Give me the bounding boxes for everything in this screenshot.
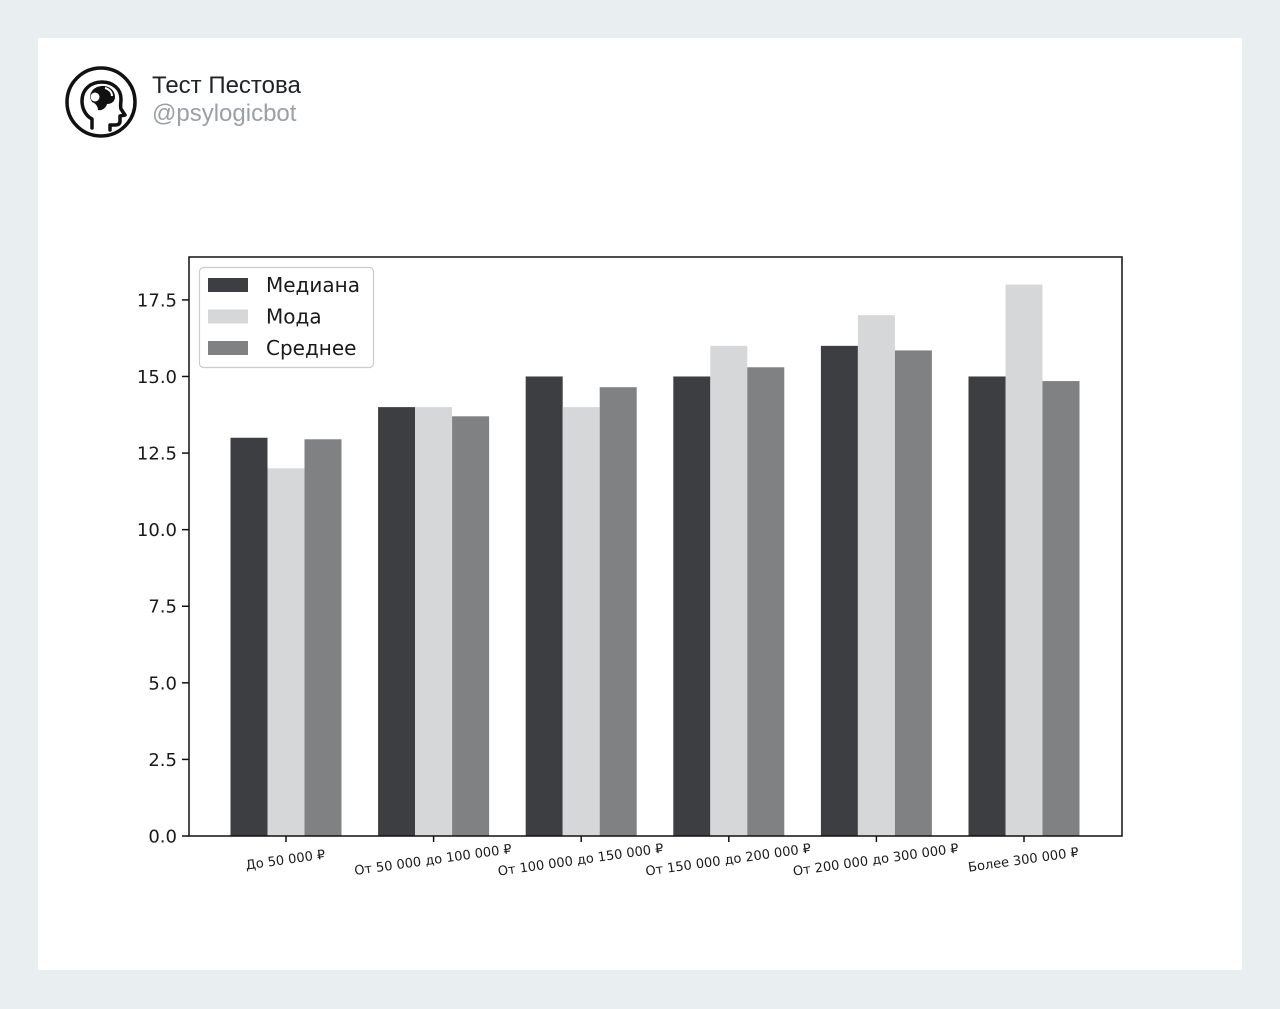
x-tick-label: Более 300 000 ₽ — [967, 845, 1079, 875]
bar-1-6 — [968, 376, 1006, 836]
legend-label: Среднее — [266, 336, 356, 360]
bar-2-3 — [562, 407, 600, 836]
bar-3-3 — [599, 387, 637, 836]
bar-1-2 — [378, 407, 416, 836]
x-tick-label: До 50 000 ₽ — [245, 848, 326, 874]
y-tick-label: 5.0 — [148, 673, 177, 694]
bars-layer — [230, 284, 1080, 837]
legend-label: Мода — [266, 305, 322, 329]
y-axis: 0.0 2.5 5.0 7.5 10.0 12.5 15.0 17.5 — [137, 290, 189, 848]
x-tick-label: От 100 000 до 150 000 ₽ — [497, 841, 665, 879]
legend-swatch — [208, 309, 248, 324]
x-tick-label: От 200 000 до 300 000 ₽ — [792, 841, 960, 879]
y-tick-label: 7.5 — [148, 597, 177, 618]
bar-1-1 — [230, 437, 268, 836]
plot-frame — [188, 256, 1123, 837]
bar-1-5 — [820, 345, 858, 836]
y-tick-label: 10.0 — [137, 520, 177, 541]
y-tick-label: 15.0 — [137, 367, 177, 388]
bar-2-5 — [857, 315, 895, 836]
y-tick-label: 0.0 — [148, 827, 177, 848]
legend-swatch — [208, 341, 248, 355]
bar-3-6 — [1042, 381, 1080, 836]
x-tick-label: От 150 000 до 200 000 ₽ — [645, 841, 813, 879]
bar-1-3 — [525, 376, 563, 836]
bar-2-2 — [415, 407, 453, 836]
bar-3-2 — [452, 416, 490, 836]
bar-3-1 — [304, 439, 342, 836]
author-info: Тест Пестова @psylogicbot — [152, 72, 301, 128]
head-profile-icon[interactable] — [65, 66, 137, 138]
x-axis: До 50 000 ₽ От 50 000 до 100 000 ₽От 100 … — [245, 836, 1080, 880]
legend: Медиана Мода Среднее — [198, 266, 375, 369]
bar-3-4 — [747, 367, 785, 836]
legend-swatch — [208, 278, 248, 292]
y-tick-label: 2.5 — [148, 750, 177, 771]
bar-2-6 — [1005, 284, 1043, 837]
author-handle[interactable]: @psylogicbot — [152, 100, 297, 127]
bar-2-4 — [710, 345, 748, 836]
bar-3-5 — [894, 350, 932, 836]
bar-1-4 — [673, 376, 711, 836]
author-name[interactable]: Тест Пестова — [152, 72, 301, 99]
y-tick-label: 12.5 — [137, 444, 177, 465]
y-tick-label: 17.5 — [137, 290, 177, 311]
bar-2-1 — [267, 468, 305, 836]
legend-label: Медиана — [266, 273, 360, 297]
x-tick-label: От 50 000 до 100 000 ₽ — [353, 842, 512, 879]
